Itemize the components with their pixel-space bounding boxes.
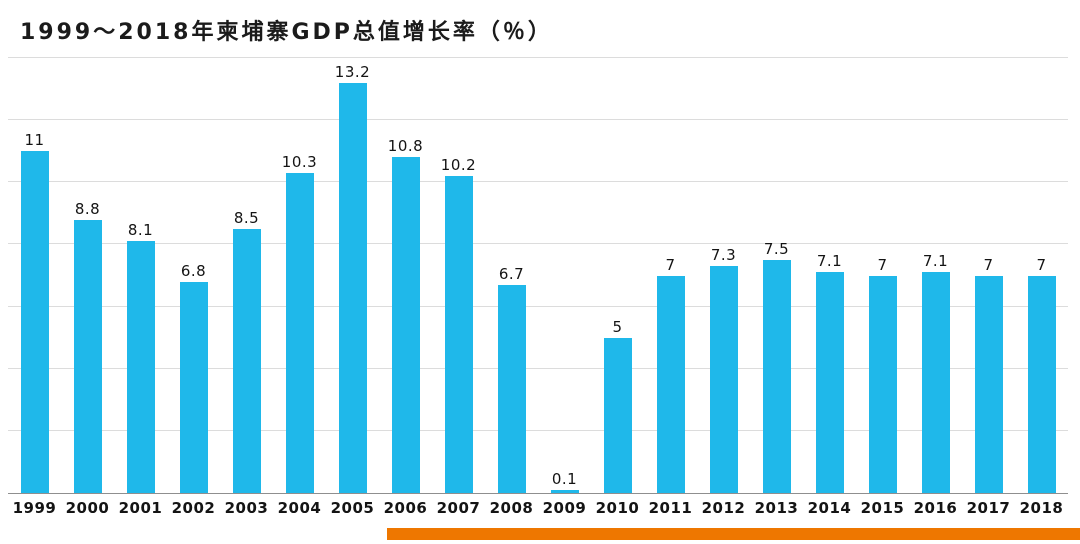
bar (921, 272, 950, 493)
bar-value-label: 7.1 (816, 252, 843, 271)
x-tick-label: 1999 (12, 499, 57, 517)
bar (338, 82, 367, 493)
x-tick-label: 2005 (330, 499, 375, 517)
bar-group: 7.5 (750, 239, 803, 493)
x-tick-label: 2016 (913, 499, 958, 517)
bar-group: 7.1 (803, 254, 856, 493)
gridline (8, 429, 1068, 431)
x-tick-label: 2014 (807, 499, 852, 517)
x-tick-label: 2000 (65, 499, 110, 517)
x-tick-label: 2011 (648, 499, 693, 517)
gridline (8, 119, 1068, 121)
bar (868, 275, 897, 493)
bar (550, 489, 579, 493)
x-axis-baseline (8, 493, 1068, 494)
bar-group: 10.8 (379, 139, 432, 493)
bar (232, 228, 261, 493)
bar-group: 13.2 (326, 62, 379, 493)
bar-value-label: 7 (877, 255, 888, 274)
bar (1027, 275, 1056, 493)
x-tick-label: 2013 (754, 499, 799, 517)
x-tick-label: 2012 (701, 499, 746, 517)
bar-group: 10.3 (273, 152, 326, 493)
bar-group: 11 (8, 133, 61, 493)
gridline (8, 181, 1068, 183)
x-tick-label: 2004 (277, 499, 322, 517)
gridline (8, 305, 1068, 307)
bar-value-label: 7.3 (710, 246, 737, 265)
bar-group: 7 (962, 255, 1015, 493)
bar-value-label: 11 (24, 131, 45, 150)
x-tick-label: 2002 (171, 499, 216, 517)
bar (603, 337, 632, 493)
bar-value-label: 7 (1036, 255, 1047, 274)
bar-group: 6.7 (485, 264, 538, 493)
bar-value-label: 6.8 (180, 261, 207, 280)
bar (179, 281, 208, 493)
bar (974, 275, 1003, 493)
bar-value-label: 8.5 (233, 208, 260, 227)
bar (20, 151, 49, 493)
bar (497, 284, 526, 493)
bar-value-label: 8.1 (127, 221, 154, 240)
bar (815, 272, 844, 493)
chart-title: 1999～2018年柬埔寨GDP总值增长率（％） (20, 20, 553, 45)
bar-value-label: 10.3 (281, 152, 318, 171)
gridline (8, 243, 1068, 245)
accent-underline (387, 528, 1080, 540)
bar-value-label: 7.1 (922, 252, 949, 271)
x-tick-label: 2015 (860, 499, 905, 517)
bar (73, 219, 102, 493)
bar-value-label: 7 (665, 255, 676, 274)
bar-group: 8.8 (61, 199, 114, 493)
gridline (8, 367, 1068, 369)
bar (126, 241, 155, 493)
x-tick-label: 2007 (436, 499, 481, 517)
x-tick-label: 2018 (1019, 499, 1064, 517)
bar-group: 7 (644, 255, 697, 493)
bar-value-label: 10.2 (440, 156, 477, 175)
bar-group: 7.1 (909, 254, 962, 493)
bars-container: 11 8.8 8.1 6.8 8.5 10.3 13.2 10.8 10.2 6.7 0.1 5 7 7.… (8, 58, 1068, 493)
bar-group: 7.3 (697, 248, 750, 493)
bar-value-label: 6.7 (498, 264, 525, 283)
bar-value-label: 7 (983, 255, 994, 274)
bar-value-label: 5 (612, 317, 623, 336)
bar (656, 275, 685, 493)
x-tick-label: 2017 (966, 499, 1011, 517)
bar (391, 157, 420, 493)
x-axis-labels: 1999 2000 2001 2002 2003 2004 2005 2006 2007 2008… (8, 499, 1068, 517)
x-tick-label: 2008 (489, 499, 534, 517)
bar (285, 172, 314, 493)
bar-group: 0.1 (538, 469, 591, 493)
bar-group: 7 (1015, 255, 1068, 493)
bar (762, 259, 791, 493)
bar-value-label: 13.2 (334, 62, 371, 81)
bar (709, 266, 738, 493)
x-tick-label: 2009 (542, 499, 587, 517)
bar-group: 8.1 (114, 223, 167, 493)
bar-group: 7 (856, 255, 909, 493)
bar (444, 176, 473, 493)
bar-value-label: 0.1 (551, 469, 578, 488)
x-tick-label: 2001 (118, 499, 163, 517)
bar-value-label: 8.8 (74, 199, 101, 218)
bar-group: 10.2 (432, 158, 485, 493)
bar-group: 5 (591, 317, 644, 493)
bar-value-label: 7.5 (763, 239, 790, 258)
x-tick-label: 2010 (595, 499, 640, 517)
bar-value-label: 10.8 (387, 137, 424, 156)
bar-group: 6.8 (167, 261, 220, 493)
gridline (8, 57, 1068, 58)
x-tick-label: 2006 (383, 499, 428, 517)
x-tick-label: 2003 (224, 499, 269, 517)
plot-area: 11 8.8 8.1 6.8 8.5 10.3 13.2 10.8 10.2 6.7 0.1 5 7 7.… (8, 57, 1068, 494)
bar-group: 8.5 (220, 208, 273, 493)
